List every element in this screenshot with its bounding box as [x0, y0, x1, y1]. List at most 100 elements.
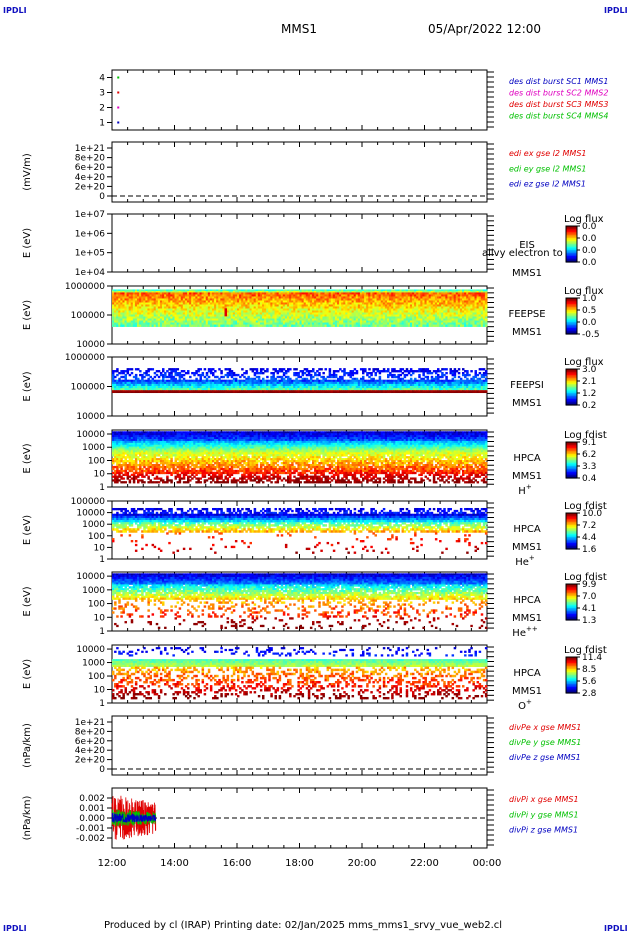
- spectrogram-cell: [270, 289, 273, 292]
- spectrogram-cell: [172, 318, 175, 321]
- spectrogram-cell: [328, 320, 332, 323]
- spectrogram-cell: [305, 300, 309, 303]
- spectrogram-cell: [178, 298, 182, 301]
- spectrogram-cell: [341, 314, 344, 317]
- spectrogram-cell: [191, 304, 194, 307]
- spectrogram-cell: [257, 298, 261, 301]
- spectrogram-cell: [153, 316, 157, 319]
- spectrogram-cell: [247, 292, 250, 295]
- spectrogram-cell: [130, 371, 134, 375]
- spectrogram-cell: [289, 310, 292, 313]
- spectrogram-cell: [353, 289, 357, 292]
- spectrogram-cell: [124, 312, 127, 315]
- spectrogram-cell: [195, 308, 198, 311]
- spectrogram-cell: [132, 310, 136, 313]
- spectrogram-cell: [130, 300, 134, 303]
- spectrogram-cell: [168, 290, 171, 293]
- spectrogram-cell: [337, 322, 340, 325]
- spectrogram-cell: [293, 318, 296, 321]
- spectrogram-cell: [339, 314, 342, 317]
- spectrogram-cell: [124, 300, 127, 303]
- spectrogram-cell: [168, 300, 171, 303]
- spectrogram-cell: [295, 302, 298, 305]
- y-tick-label: 2: [99, 104, 105, 114]
- spectrogram-cell: [328, 314, 332, 317]
- spectrogram-cell: [268, 324, 271, 327]
- spectrogram-cell: [166, 300, 169, 303]
- spectrogram-cell: [322, 316, 325, 319]
- spectrogram-cell: [145, 289, 148, 292]
- spectrogram-cell: [334, 306, 338, 309]
- spectrogram-cell: [114, 312, 117, 315]
- spectrogram-cell: [274, 310, 277, 313]
- spectrogram-cell: [293, 312, 296, 315]
- spectrogram-cell: [209, 316, 213, 319]
- spectrogram-cell: [291, 294, 294, 297]
- spectrogram-cell: [312, 314, 315, 317]
- spectrogram-cell: [147, 324, 150, 327]
- spectrogram-cell: [137, 322, 140, 325]
- spectrogram-cell: [253, 308, 257, 311]
- spectrogram-cell: [307, 310, 311, 313]
- spectrogram-cell: [207, 306, 211, 309]
- spectrogram-cell: [301, 320, 305, 323]
- spectrogram-cell: [226, 312, 230, 315]
- spectrogram-cell: [239, 300, 242, 303]
- spectrogram-cell: [428, 290, 432, 293]
- spectrogram-cell: [114, 320, 117, 323]
- spectrogram-cell: [280, 294, 284, 297]
- y-axis-label: E (eV): [22, 228, 33, 258]
- spectrogram-cell: [122, 292, 125, 295]
- spectrogram-cell: [149, 298, 152, 301]
- spectrogram-cell: [207, 314, 211, 317]
- spectrogram-cell: [266, 316, 269, 319]
- spectrogram-cell: [332, 320, 336, 323]
- spectrogram-cell: [301, 318, 305, 321]
- spectrogram-cell: [137, 316, 140, 319]
- spectrogram-cell: [278, 300, 282, 303]
- spectrogram-cell: [191, 298, 194, 301]
- spectrogram-cell: [316, 304, 319, 307]
- spectrogram-cell: [312, 289, 315, 292]
- spectrogram-cell: [172, 322, 175, 325]
- spectrogram-cell: [143, 289, 146, 292]
- spectrogram-cell: [149, 306, 152, 309]
- spectrogram-cell: [143, 292, 146, 295]
- spectrogram-cell: [182, 314, 186, 317]
- spectrogram-cell: [305, 320, 309, 323]
- spectrogram-cell: [268, 312, 271, 315]
- spectrogram-cell: [153, 308, 157, 311]
- spectrogram-cell: [112, 296, 115, 299]
- spectrogram-cell: [197, 318, 200, 321]
- spectrogram-cell: [266, 300, 269, 303]
- spectrogram-cell: [120, 318, 123, 321]
- spectrogram-cell: [153, 318, 157, 321]
- spectrogram-cell: [118, 298, 121, 301]
- spectrogram-cell: [330, 300, 334, 303]
- spectrogram-cell: [222, 308, 225, 311]
- spectrogram-cell: [366, 289, 369, 292]
- spectrogram-cell: [289, 316, 292, 319]
- spectrogram-cell: [139, 304, 142, 307]
- spectrogram-cell: [343, 294, 346, 297]
- spectrogram-cell: [243, 306, 246, 309]
- spectrogram-cell: [159, 298, 163, 301]
- spectrogram-cell: [391, 290, 394, 293]
- spectrogram-cell: [139, 306, 142, 309]
- spectrogram-cell: [187, 308, 190, 311]
- overlay-label: allvy electron to: [482, 248, 563, 259]
- spectrogram-cell: [232, 316, 236, 319]
- spectrogram-cell: [305, 318, 309, 321]
- spectrogram-cell: [222, 290, 225, 293]
- spectrogram-cell: [324, 368, 327, 371]
- spectrogram-cell: [272, 324, 275, 327]
- spectrogram-cell: [324, 310, 327, 313]
- spectrogram-cell: [141, 298, 144, 301]
- spectrogram-cell: [241, 318, 244, 321]
- spectrogram-cell: [226, 310, 230, 313]
- spectrogram-cell: [291, 304, 294, 307]
- spectrogram-cell: [120, 310, 123, 313]
- spectrogram-cell: [326, 300, 330, 303]
- spectrogram-cell: [284, 320, 288, 323]
- spectrogram-cell: [149, 292, 152, 295]
